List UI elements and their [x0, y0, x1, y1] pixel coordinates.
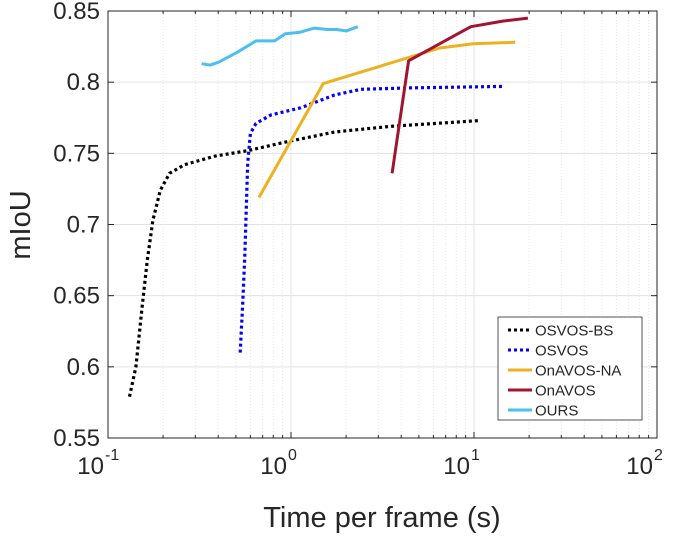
legend-label-osvos-bs: OSVOS-BS — [535, 323, 613, 340]
x-tick-label-base: 10 — [77, 453, 104, 480]
legend-label-onavos: OnAVOS — [535, 383, 596, 400]
x-tick-label-exponent: 1 — [471, 447, 480, 464]
x-tick-label-base: 10 — [260, 453, 287, 480]
x-tick-label: 10 1 — [443, 447, 480, 480]
legend-label-onavos-na: OnAVOS-NA — [535, 363, 621, 380]
x-tick-label-exponent: -1 — [105, 447, 119, 464]
y-tick-label: 0.55 — [53, 425, 100, 452]
y-axis-label: mIoU — [5, 190, 37, 259]
x-axis-label: Time per frame (s) — [263, 502, 500, 534]
series-line-osvos-bs — [127, 119, 480, 398]
y-tick-label: 0.8 — [67, 69, 100, 96]
y-tick-label: 0.65 — [53, 283, 100, 310]
series-line-osvos — [238, 84, 504, 353]
series-line-onavos-na — [257, 40, 516, 199]
legend-label-ours: OURS — [535, 403, 578, 420]
x-tick-label: 10 2 — [626, 447, 663, 480]
x-tick-label-base: 10 — [443, 453, 470, 480]
x-tick-label-exponent: 0 — [288, 447, 297, 464]
series-group — [127, 16, 529, 398]
x-tick-label: 10 0 — [260, 447, 297, 480]
x-tick-label-exponent: 2 — [654, 447, 663, 464]
y-tick-label: 0.75 — [53, 140, 100, 167]
y-tick-label: 0.7 — [67, 212, 100, 239]
x-tick-label: 10 -1 — [77, 447, 119, 480]
legend: OSVOS-BS OSVOS OnAVOS-NA OnAVOS OURS — [497, 316, 643, 421]
series-line-onavos — [390, 16, 529, 174]
y-tick-label: 0.85 — [53, 0, 100, 25]
legend-label-osvos: OSVOS — [535, 343, 588, 360]
y-tick-label: 0.6 — [67, 354, 100, 381]
axes — [107, 10, 658, 439]
series-line-ours — [201, 25, 359, 67]
x-tick-label-base: 10 — [626, 453, 653, 480]
